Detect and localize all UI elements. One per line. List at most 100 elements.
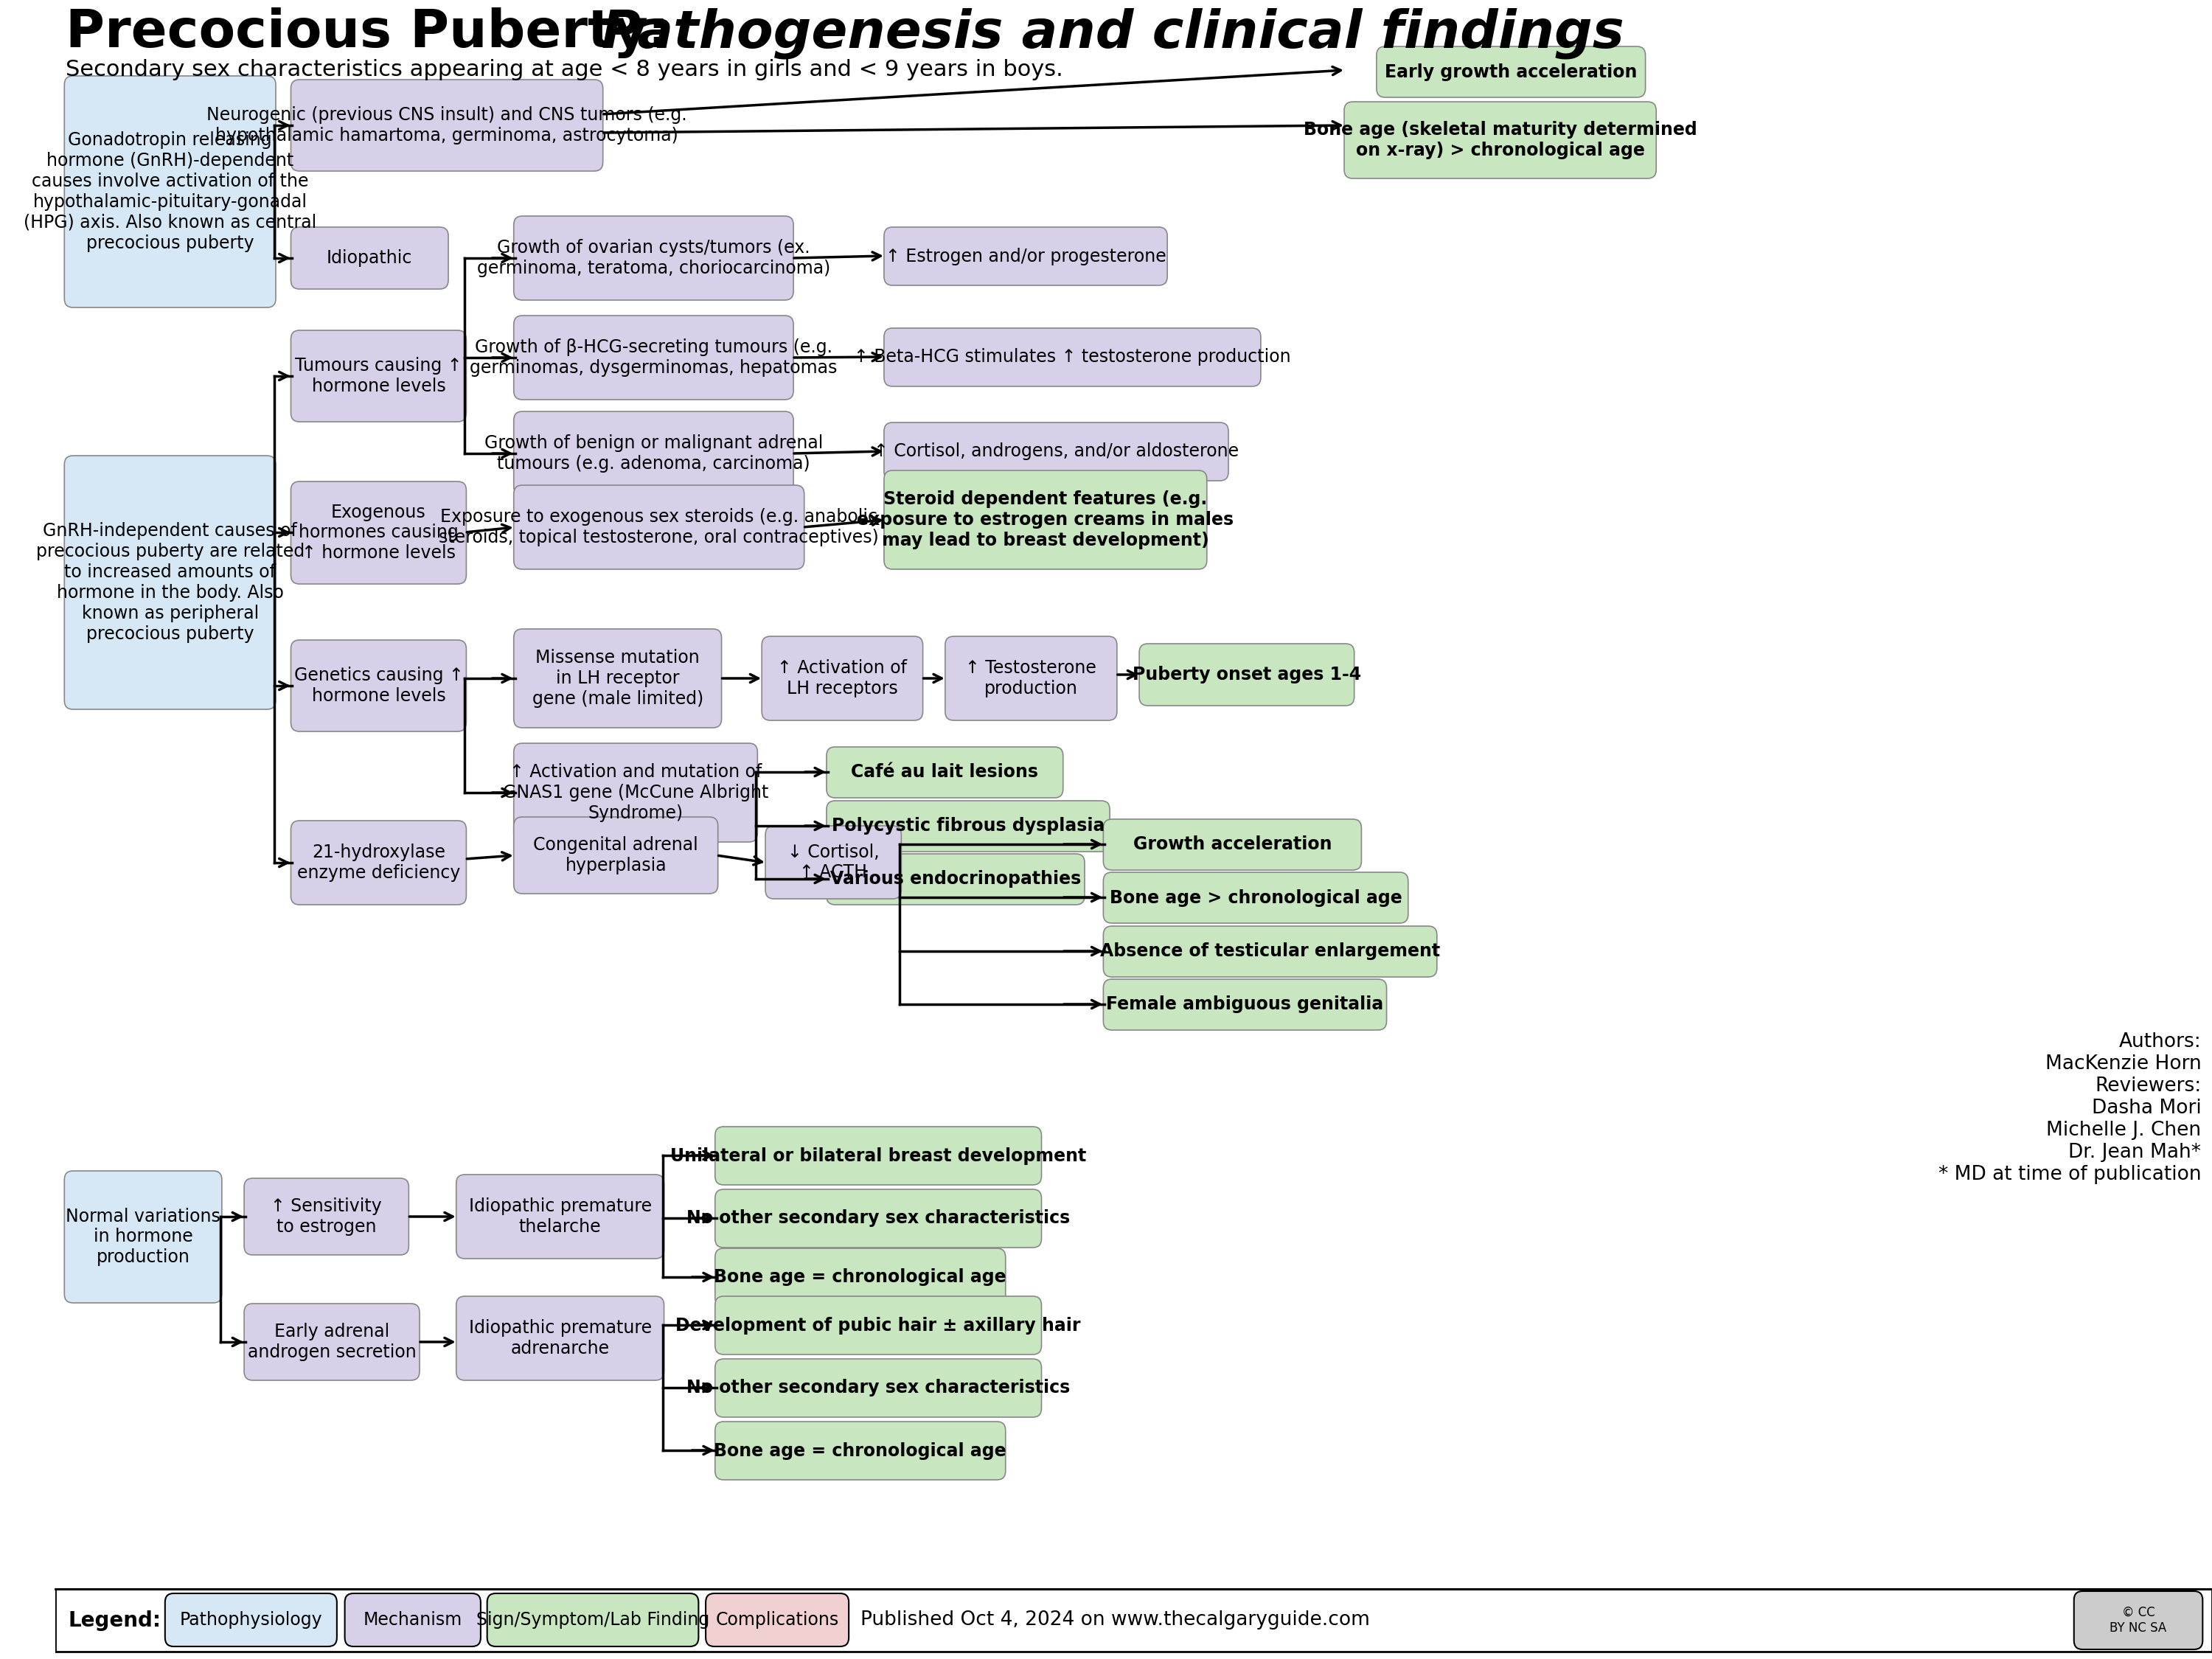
FancyBboxPatch shape	[827, 747, 1064, 798]
Text: Normal variations
in hormone
production: Normal variations in hormone production	[66, 1208, 221, 1266]
FancyBboxPatch shape	[885, 471, 1208, 569]
Text: Female ambiguous genitalia: Female ambiguous genitalia	[1106, 995, 1385, 1014]
Text: Neurogenic (previous CNS insult) and CNS tumors (e.g.
hypothalamic hamartoma, ge: Neurogenic (previous CNS insult) and CNS…	[206, 106, 688, 144]
FancyBboxPatch shape	[1104, 820, 1360, 869]
FancyBboxPatch shape	[513, 484, 805, 569]
FancyBboxPatch shape	[1345, 101, 1657, 179]
Text: No other secondary sex characteristics: No other secondary sex characteristics	[686, 1209, 1071, 1228]
FancyBboxPatch shape	[290, 821, 467, 904]
FancyBboxPatch shape	[827, 854, 1084, 904]
Text: Idiopathic premature
adrenarche: Idiopathic premature adrenarche	[469, 1319, 653, 1357]
Text: Genetics causing ↑
hormone levels: Genetics causing ↑ hormone levels	[294, 667, 462, 705]
Text: GnRH-independent causes of
precocious puberty are related
to increased amounts o: GnRH-independent causes of precocious pu…	[35, 523, 305, 642]
FancyBboxPatch shape	[456, 1296, 664, 1380]
Text: Bone age > chronological age: Bone age > chronological age	[1110, 889, 1402, 906]
FancyBboxPatch shape	[1104, 873, 1409, 922]
Text: Steroid dependent features (e.g.
exposure to estrogen creams in males
may lead t: Steroid dependent features (e.g. exposur…	[856, 491, 1234, 549]
Text: Development of pubic hair ± axillary hair: Development of pubic hair ± axillary hai…	[675, 1317, 1082, 1334]
Text: ↑ Testosterone
production: ↑ Testosterone production	[964, 659, 1097, 697]
FancyBboxPatch shape	[513, 629, 721, 728]
Text: Secondary sex characteristics appearing at age < 8 years in girls and < 9 years : Secondary sex characteristics appearing …	[66, 60, 1064, 80]
FancyBboxPatch shape	[714, 1190, 1042, 1248]
Text: Café au lait lesions: Café au lait lesions	[852, 763, 1037, 781]
Text: ↑ Activation and mutation of
GNAS1 gene (McCune Albright
Syndrome): ↑ Activation and mutation of GNAS1 gene …	[502, 763, 768, 821]
Text: Idiopathic premature
thelarche: Idiopathic premature thelarche	[469, 1198, 653, 1236]
FancyBboxPatch shape	[761, 637, 922, 720]
Text: Missense mutation
in LH receptor
gene (male limited): Missense mutation in LH receptor gene (m…	[533, 649, 703, 708]
FancyBboxPatch shape	[243, 1178, 409, 1254]
Text: Early growth acceleration: Early growth acceleration	[1385, 63, 1637, 81]
Text: Tumours causing ↑
hormone levels: Tumours causing ↑ hormone levels	[294, 357, 462, 395]
Text: ↑ Activation of
LH receptors: ↑ Activation of LH receptors	[776, 659, 907, 697]
Text: Bone age (skeletal maturity determined
on x-ray) > chronological age: Bone age (skeletal maturity determined o…	[1303, 121, 1697, 159]
FancyBboxPatch shape	[290, 640, 467, 732]
Text: Early adrenal
androgen secretion: Early adrenal androgen secretion	[248, 1322, 416, 1360]
FancyBboxPatch shape	[290, 80, 604, 171]
Text: Gonadotropin releasing
hormone (GnRH)-dependent
causes involve activation of the: Gonadotropin releasing hormone (GnRH)-de…	[24, 131, 316, 252]
Text: Exogenous
hormones causing
↑ hormone levels: Exogenous hormones causing ↑ hormone lev…	[299, 503, 458, 562]
Text: Polycystic fibrous dysplasia: Polycystic fibrous dysplasia	[832, 818, 1104, 834]
FancyBboxPatch shape	[714, 1126, 1042, 1185]
FancyBboxPatch shape	[1376, 46, 1646, 98]
FancyBboxPatch shape	[166, 1593, 336, 1646]
Text: Complications: Complications	[717, 1611, 838, 1629]
FancyBboxPatch shape	[513, 816, 719, 894]
Text: Puberty onset ages 1-4: Puberty onset ages 1-4	[1133, 665, 1360, 684]
Text: Unilateral or bilateral breast development: Unilateral or bilateral breast developme…	[670, 1146, 1086, 1165]
FancyBboxPatch shape	[945, 637, 1117, 720]
FancyBboxPatch shape	[1104, 926, 1438, 977]
FancyBboxPatch shape	[714, 1422, 1006, 1480]
FancyBboxPatch shape	[1104, 979, 1387, 1030]
Text: Growth of benign or malignant adrenal
tumours (e.g. adenoma, carcinoma): Growth of benign or malignant adrenal tu…	[484, 435, 823, 473]
Text: Growth of ovarian cysts/tumors (ex.
germinoma, teratoma, choriocarcinoma): Growth of ovarian cysts/tumors (ex. germ…	[478, 239, 830, 277]
Text: Bone age = chronological age: Bone age = chronological age	[714, 1442, 1006, 1460]
FancyBboxPatch shape	[64, 1171, 221, 1302]
FancyBboxPatch shape	[64, 76, 276, 307]
FancyBboxPatch shape	[513, 216, 794, 300]
FancyBboxPatch shape	[55, 1589, 2212, 1652]
FancyBboxPatch shape	[64, 456, 276, 710]
Text: Idiopathic: Idiopathic	[327, 249, 411, 267]
FancyBboxPatch shape	[487, 1593, 699, 1646]
Text: Legend:: Legend:	[69, 1609, 161, 1631]
FancyBboxPatch shape	[290, 481, 467, 584]
Text: Various endocrinopathies: Various endocrinopathies	[830, 871, 1082, 888]
FancyBboxPatch shape	[885, 423, 1228, 481]
FancyBboxPatch shape	[243, 1304, 420, 1380]
Text: Published Oct 4, 2024 on www.thecalgaryguide.com: Published Oct 4, 2024 on www.thecalgaryg…	[860, 1611, 1369, 1629]
FancyBboxPatch shape	[885, 328, 1261, 387]
Text: Precocious Puberty:: Precocious Puberty:	[66, 7, 688, 58]
Text: Pathophysiology: Pathophysiology	[179, 1611, 323, 1629]
Text: Pathogenesis and clinical findings: Pathogenesis and clinical findings	[602, 7, 1624, 58]
FancyBboxPatch shape	[290, 227, 449, 289]
Text: Bone age = chronological age: Bone age = chronological age	[714, 1269, 1006, 1286]
Text: Growth of β-HCG-secreting tumours (e.g.
germinomas, dysgerminomas, hepatomas: Growth of β-HCG-secreting tumours (e.g. …	[469, 338, 838, 377]
Text: Mechanism: Mechanism	[363, 1611, 462, 1629]
Text: Growth acceleration: Growth acceleration	[1133, 836, 1332, 853]
FancyBboxPatch shape	[1139, 644, 1354, 705]
FancyBboxPatch shape	[456, 1175, 664, 1259]
Text: No other secondary sex characteristics: No other secondary sex characteristics	[686, 1379, 1071, 1397]
FancyBboxPatch shape	[513, 743, 757, 843]
Text: ↑ Sensitivity
to estrogen: ↑ Sensitivity to estrogen	[270, 1198, 383, 1236]
FancyBboxPatch shape	[885, 227, 1168, 285]
Text: ↑ Estrogen and/or progesterone: ↑ Estrogen and/or progesterone	[885, 247, 1166, 265]
FancyBboxPatch shape	[290, 330, 467, 421]
FancyBboxPatch shape	[827, 801, 1110, 851]
FancyBboxPatch shape	[2075, 1591, 2203, 1649]
Text: ↑ Beta-HCG stimulates ↑ testosterone production: ↑ Beta-HCG stimulates ↑ testosterone pro…	[854, 348, 1292, 367]
Text: 21-hydroxylase
enzyme deficiency: 21-hydroxylase enzyme deficiency	[296, 843, 460, 883]
FancyBboxPatch shape	[345, 1593, 480, 1646]
FancyBboxPatch shape	[714, 1248, 1006, 1307]
FancyBboxPatch shape	[513, 315, 794, 400]
FancyBboxPatch shape	[513, 411, 794, 496]
Text: ↑ Cortisol, androgens, and/or aldosterone: ↑ Cortisol, androgens, and/or aldosteron…	[874, 443, 1239, 461]
FancyBboxPatch shape	[714, 1359, 1042, 1417]
Text: Authors:
MacKenzie Horn
Reviewers:
Dasha Mori
Michelle J. Chen
Dr. Jean Mah*
* M: Authors: MacKenzie Horn Reviewers: Dasha…	[1938, 1032, 2201, 1185]
FancyBboxPatch shape	[706, 1593, 849, 1646]
Text: Sign/Symptom/Lab Finding: Sign/Symptom/Lab Finding	[476, 1611, 710, 1629]
Text: Congenital adrenal
hyperplasia: Congenital adrenal hyperplasia	[533, 836, 699, 874]
FancyBboxPatch shape	[714, 1296, 1042, 1354]
Text: Absence of testicular enlargement: Absence of testicular enlargement	[1099, 942, 1440, 961]
FancyBboxPatch shape	[765, 826, 900, 899]
